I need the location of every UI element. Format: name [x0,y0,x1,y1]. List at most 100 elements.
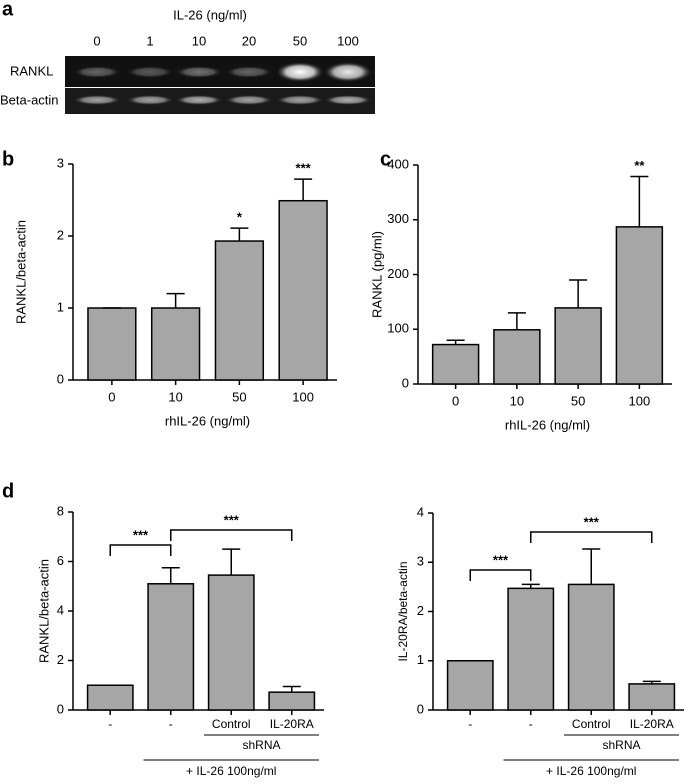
lane-label: 50 [293,33,307,48]
gel-band [225,66,273,78]
error-bar [282,685,301,693]
significance: ** [634,158,645,173]
bar [507,587,555,711]
y-tick-label: 2 [57,227,64,242]
y-tick-label: 1 [57,299,64,314]
x-tick-label: - [529,717,533,731]
gel-row-label: Beta-actin [0,92,59,107]
error-bar [166,292,185,308]
treatment-label: + IL-26 100ng/ml [546,764,636,778]
x-tick-label: Control [572,717,611,731]
y-tick-label: 3 [417,554,424,569]
bar [214,240,265,381]
y-tick-label: 1 [417,652,424,667]
group-label: shRNA [602,738,640,752]
error-bar [582,548,601,585]
x-tick-label: Control [212,717,251,731]
y-tick-label: 0 [57,371,64,386]
x-tick-label: 10 [168,389,182,404]
bar [268,691,316,711]
y-axis-title: RANKL (pg/ml) [369,231,384,318]
error-bar [161,566,180,584]
bar [150,307,201,381]
gel-band [324,62,372,82]
bar [207,574,255,711]
x-tick-label: 10 [510,393,524,408]
y-tick-label: 200 [387,266,409,281]
lane-label: 10 [192,33,206,48]
lane-label: 1 [146,33,153,48]
gel-band [73,66,121,78]
x-axis-title: rhIL-26 (ng/ml) [505,417,590,432]
gel-band [276,95,324,105]
bar [431,343,480,385]
y-tick-label: 2 [417,603,424,618]
y-tick-label: 0 [57,701,64,716]
error-bar [642,680,661,684]
gel-title: IL-26 (ng/ml) [173,7,247,22]
gel-band [225,95,273,105]
bracket-label: *** [133,527,149,542]
gel-band [276,62,324,82]
bracket [530,531,653,543]
x-tick-label: IL-20RA [270,717,314,731]
y-tick-label: 2 [57,652,64,667]
significance: *** [296,161,312,176]
y-tick-label: 100 [387,321,409,336]
bar [278,199,328,381]
error-bar [446,339,465,345]
gel-band [324,95,372,105]
bar [87,307,137,381]
x-tick-label: 100 [292,389,314,404]
panel-label: c [380,148,391,170]
error-bar [294,178,313,201]
bar [86,684,134,711]
x-tick-label: IL-20RA [630,717,674,731]
bar [615,226,664,385]
y-axis-title: RANKL/beta-actin [36,559,51,663]
bracket [170,529,293,541]
error-bar [230,227,249,242]
error-bar [630,175,649,227]
gel-band [73,95,121,105]
x-tick-label: - [108,717,112,731]
y-axis-title: RANKL/beta-actin [13,220,28,324]
gel-row-label: RANKL [10,63,53,78]
error-bar [222,548,241,576]
bar [628,683,676,711]
y-tick-label: 8 [57,503,64,518]
error-bar [521,583,540,589]
gel-band [126,66,174,78]
significance: * [237,210,243,225]
bar [446,660,494,711]
lane-label: 20 [242,33,256,48]
x-tick-label: 0 [452,393,459,408]
bar [567,583,615,711]
panel-label: b [2,148,14,170]
y-tick-label: 0 [417,701,424,716]
bracket [109,544,172,556]
y-tick-label: 6 [57,553,64,568]
x-tick-label: 50 [571,393,585,408]
bracket-label: *** [584,514,600,529]
x-tick-label: 0 [108,389,115,404]
error-bar [569,279,588,308]
lane-label: 100 [337,33,359,48]
gel-band [126,95,174,105]
bracket [469,569,532,581]
x-tick-label: - [169,717,173,731]
lane-label: 0 [93,33,100,48]
y-tick-label: 400 [387,156,409,171]
group-label: shRNA [242,738,280,752]
error-bar [507,312,526,330]
bar [147,583,195,711]
bar [554,307,602,385]
bar [493,329,541,385]
gel-band [175,95,223,105]
y-tick-label: 0 [402,375,409,390]
treatment-label: + IL-26 100ng/ml [186,764,276,778]
y-tick-label: 4 [57,602,64,617]
y-tick-label: 300 [387,211,409,226]
